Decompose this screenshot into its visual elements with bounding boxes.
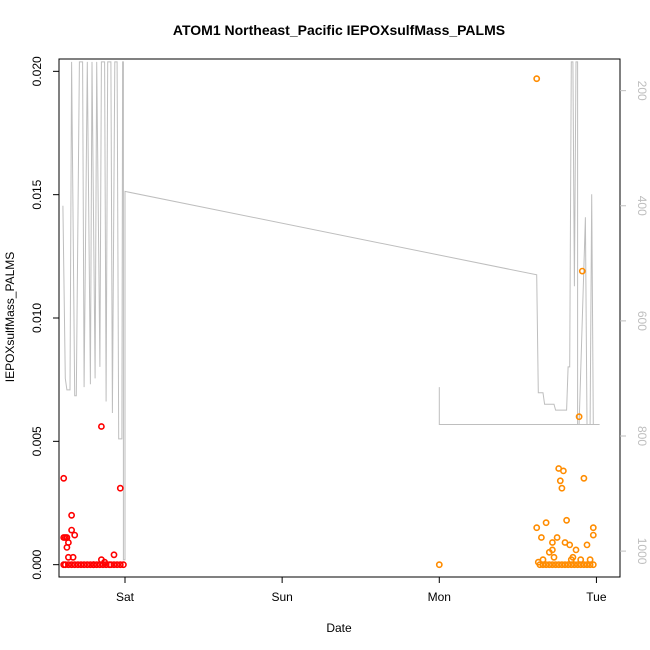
series-1-point-45 — [589, 561, 597, 569]
series-1-point-23 — [583, 541, 591, 549]
series-0-point-11 — [74, 561, 82, 569]
series-0-point-31 — [107, 561, 115, 569]
series-0-point-34 — [116, 561, 124, 569]
y-tick-label-3: 0.015 — [30, 179, 44, 209]
series-1-point-24 — [589, 524, 597, 532]
y-tick-label-2: 0.010 — [30, 303, 44, 333]
series-1-point-47 — [567, 556, 575, 564]
series-1-point-28 — [536, 561, 544, 569]
series-1-point-16 — [563, 516, 570, 524]
series-1-point-10 — [553, 534, 561, 541]
series-0-point-5 — [65, 539, 72, 546]
series-1-point-6 — [542, 519, 550, 527]
series-1-point-42 — [580, 561, 588, 569]
line-series-layer — [62, 61, 600, 561]
series-0-point-33 — [113, 561, 121, 569]
x-tick-label-2: Mon — [428, 590, 451, 604]
series-0-point-17 — [61, 561, 69, 569]
series-0-point-23 — [83, 561, 91, 569]
x-tick-label-3: Tue — [586, 590, 607, 604]
series-1-point-39 — [571, 561, 578, 569]
series-1-point-33 — [552, 561, 559, 569]
series-0-point-37 — [90, 561, 97, 569]
series-1-point-46 — [550, 553, 558, 561]
series-0-point-10 — [71, 531, 79, 539]
series-1-point-8 — [549, 539, 556, 546]
series-1-point-41 — [577, 561, 585, 569]
right-tick-label-0: 200 — [635, 81, 649, 101]
x-tick-label-1: Sun — [271, 590, 292, 604]
y-tick-label-4: 0.020 — [30, 56, 44, 86]
series-0-point-32 — [110, 561, 118, 569]
y-axis-label: IEPOXsulfMass_PALMS — [3, 252, 17, 383]
series-0-point-36 — [101, 558, 108, 566]
series-1-point-40 — [574, 561, 581, 569]
right-tick-label-2: 600 — [635, 311, 649, 331]
series-1-point-29 — [539, 561, 547, 569]
series-1-point-37 — [564, 561, 572, 569]
series-1-point-14 — [560, 467, 567, 475]
series-0-point-15 — [116, 484, 124, 492]
x-axis: Sat Sun Mon Tue — [116, 577, 607, 604]
series-1-point-4 — [538, 534, 545, 541]
series-0-point-24 — [87, 561, 94, 569]
series-1-point-20 — [575, 413, 583, 421]
series-0-point-9 — [69, 553, 77, 561]
plot-frame — [58, 58, 621, 578]
series-0-point-19 — [68, 561, 75, 569]
series-0-point-7 — [68, 511, 75, 519]
series-0-point-8 — [68, 526, 75, 534]
y-axis-left: 0.000 0.005 0.010 0.015 0.020 — [30, 56, 59, 580]
series-1-point-25 — [589, 531, 597, 539]
series-0-point-22 — [80, 561, 88, 569]
series-1-point-1 — [533, 75, 541, 83]
series-1-point-32 — [549, 561, 556, 569]
series-0-point-20 — [71, 561, 79, 569]
right-tick-label-4: 1000 — [635, 538, 649, 565]
right-tick-label-1: 400 — [635, 196, 649, 216]
series-1-point-0 — [435, 561, 443, 569]
series-0-point-0 — [60, 474, 68, 482]
x-axis-label: Date — [326, 621, 352, 635]
right-tick-label-3: 800 — [635, 426, 649, 446]
series-1-point-35 — [558, 561, 566, 569]
series-0-point-14 — [110, 551, 118, 559]
line-series-0-segment-1 — [438, 387, 597, 425]
series-0-point-35 — [120, 561, 127, 569]
series-1-point-2 — [533, 524, 541, 532]
series-1-point-34 — [555, 561, 563, 569]
series-0-point-26 — [93, 561, 101, 569]
scatter-points-layer — [60, 75, 597, 569]
series-1-point-19 — [572, 546, 580, 554]
series-1-point-17 — [566, 541, 574, 549]
series-0-point-18 — [65, 561, 72, 569]
y-axis-right: 200 400 600 800 1000 — [620, 81, 649, 565]
series-1-point-44 — [586, 561, 594, 569]
series-1-point-13 — [558, 484, 566, 492]
series-1-point-30 — [542, 561, 550, 569]
y-tick-label-1: 0.005 — [30, 426, 44, 456]
series-0-point-21 — [77, 561, 85, 569]
series-1-point-36 — [561, 561, 569, 569]
chart-title: ATOM1 Northeast_Pacific IEPOXsulfMass_PA… — [173, 22, 505, 38]
series-1-point-9 — [549, 546, 556, 554]
series-1-point-12 — [556, 477, 564, 485]
series-1-point-31 — [545, 561, 553, 569]
line-series-0-segment-0 — [62, 61, 600, 561]
series-1-point-21 — [578, 267, 586, 275]
y-tick-label-0: 0.000 — [30, 549, 44, 579]
series-1-point-43 — [583, 561, 591, 569]
x-tick-label-0: Sat — [116, 590, 135, 604]
series-0-point-12 — [98, 423, 105, 430]
series-1-point-22 — [580, 474, 588, 482]
